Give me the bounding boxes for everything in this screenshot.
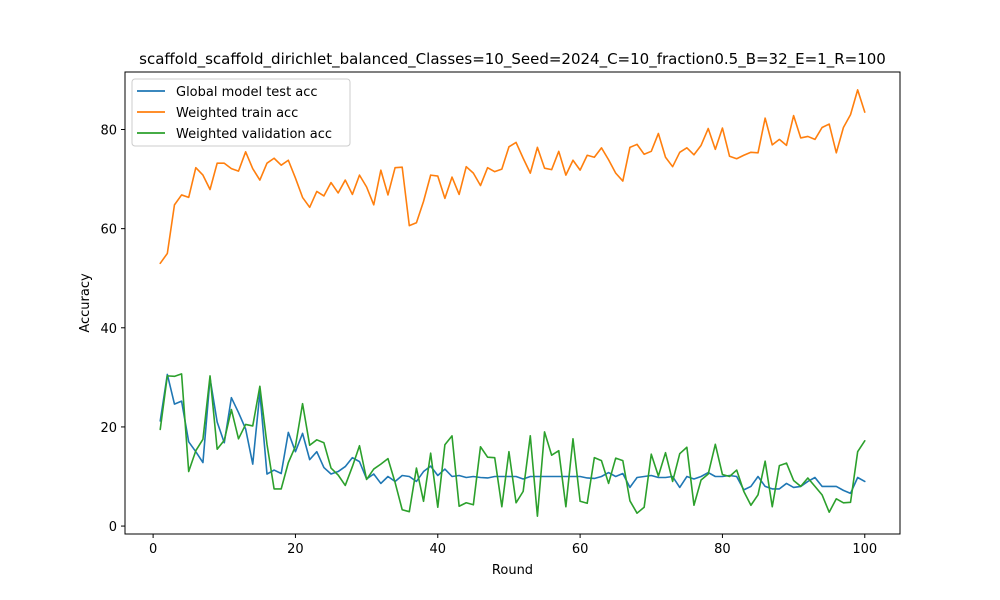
legend-label-3: Weighted validation acc [176,127,332,142]
series-layer [159,89,866,517]
y-tick-label: 20 [100,421,117,436]
y-tick-label: 60 [100,223,117,238]
y-axis: 0 20 40 60 80 [100,124,125,535]
y-tick-label: 40 [100,322,117,337]
x-axis: 0 20 40 60 80 100 [149,534,877,557]
x-axis-title: Round [492,563,533,578]
plot-frame [124,71,901,535]
legend: Global model test acc Weighted train acc W… [131,78,351,147]
legend-label-1: Global model test acc [176,85,318,100]
x-tick-label: 80 [714,542,731,557]
y-tick-label: 80 [100,124,117,139]
y-axis-title: Accuracy [78,273,93,333]
x-tick-label: 20 [287,542,304,557]
legend-frame [131,78,351,147]
series-line-2 [159,89,866,265]
x-tick-label: 100 [852,542,877,557]
legend-label-2: Weighted train acc [176,106,298,121]
chart-title: scaffold_scaffold_dirichlet_balanced_Cla… [139,50,886,69]
x-tick-label: 0 [149,542,157,557]
x-tick-label: 60 [572,542,589,557]
series-line-3 [159,373,866,517]
y-tick-label: 0 [109,520,117,535]
x-tick-label: 40 [430,542,447,557]
